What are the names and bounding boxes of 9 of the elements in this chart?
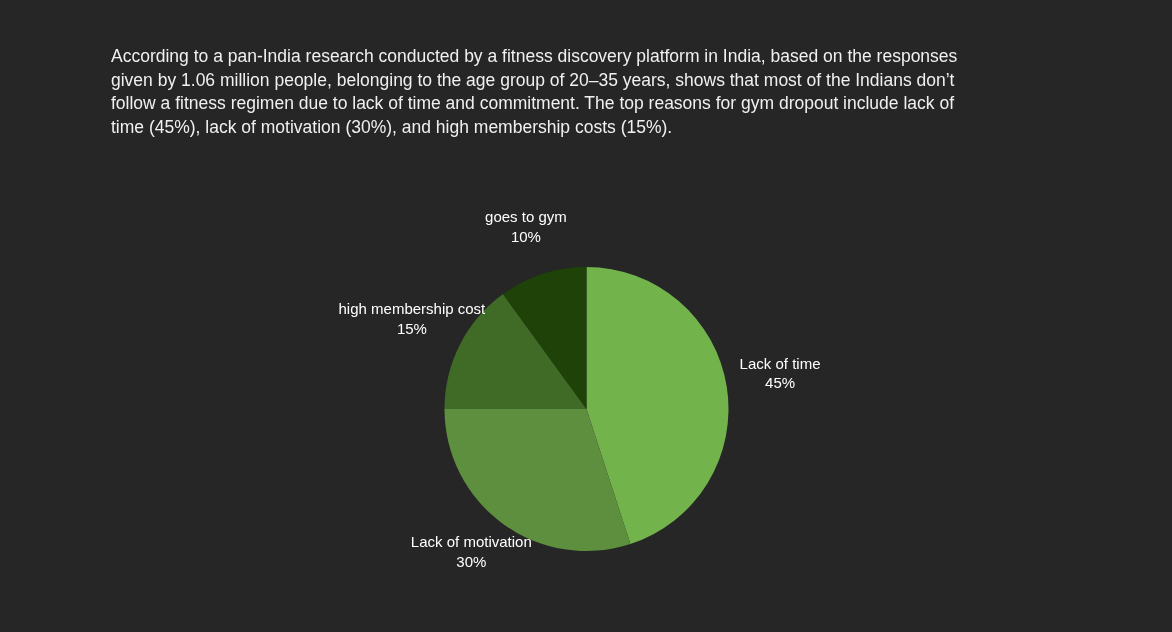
data-label: 10% [510,227,541,245]
data-label: 15% [396,319,427,337]
data-label: 30% [456,552,487,570]
chart-title: According to a pan-India research conducted by a fitness discovery platform in India, based on the responses given by 1.06 million people, belonging to the age group of 20–35 years, shows that most of the Indians don’t follow a fitness regimen due to lack of time and commitment. The top reasons for gym dropout include lack of time (45%), lack of motivation (30%), and high membership costs (15%). [111,45,959,139]
data-label: 45% [765,374,796,392]
slice-label: Lack of time [739,354,821,372]
slice-label: Lack of motivation [410,532,532,550]
slice-label: high membership cost [338,299,487,317]
slice-label: goes to gym [485,207,567,225]
